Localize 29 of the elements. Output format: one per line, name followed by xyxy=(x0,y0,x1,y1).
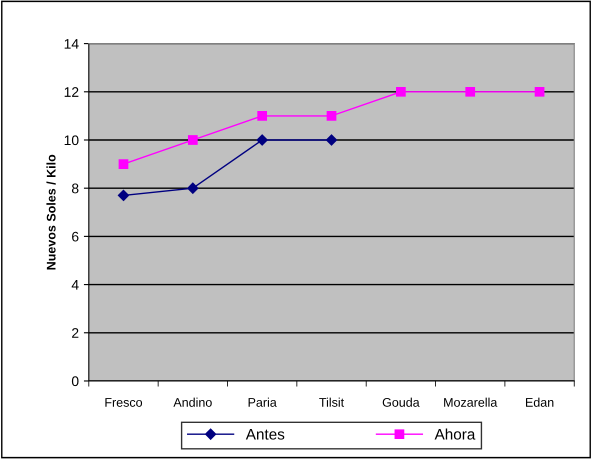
y-tick-label: 8 xyxy=(72,184,78,194)
point xyxy=(187,182,198,194)
legend-label: Ahora xyxy=(434,428,476,440)
point xyxy=(256,134,268,146)
x-tick-label: Tilsit xyxy=(319,398,344,407)
y-tick-label: 0 xyxy=(72,376,79,386)
point xyxy=(257,111,268,121)
point xyxy=(118,190,130,202)
point xyxy=(465,86,476,97)
x-tick-label: Paria xyxy=(248,398,277,407)
x-tick-label: Fresco xyxy=(105,398,142,407)
y-axis-title: Nuevos Soles / Kilo xyxy=(46,154,56,270)
y-tick-label: 12 xyxy=(64,87,78,97)
y-tick-label: 6 xyxy=(72,232,78,242)
y-tick-label: 14 xyxy=(64,39,79,49)
point xyxy=(534,86,544,97)
point xyxy=(396,86,406,97)
legend-label: Antes xyxy=(246,429,284,440)
y-tick-label: 2 xyxy=(72,328,78,338)
y-tick-label: 4 xyxy=(72,280,79,290)
x-tick-label: Andino xyxy=(173,398,212,407)
x-tick-label: Mozarella xyxy=(444,398,498,407)
point xyxy=(326,134,338,146)
point xyxy=(118,159,128,169)
y-tick-label: 10 xyxy=(64,135,79,146)
point xyxy=(326,111,336,121)
point xyxy=(188,135,198,145)
x-tick-label: Edan xyxy=(526,398,554,407)
x-tick-label: Gouda xyxy=(382,398,420,407)
